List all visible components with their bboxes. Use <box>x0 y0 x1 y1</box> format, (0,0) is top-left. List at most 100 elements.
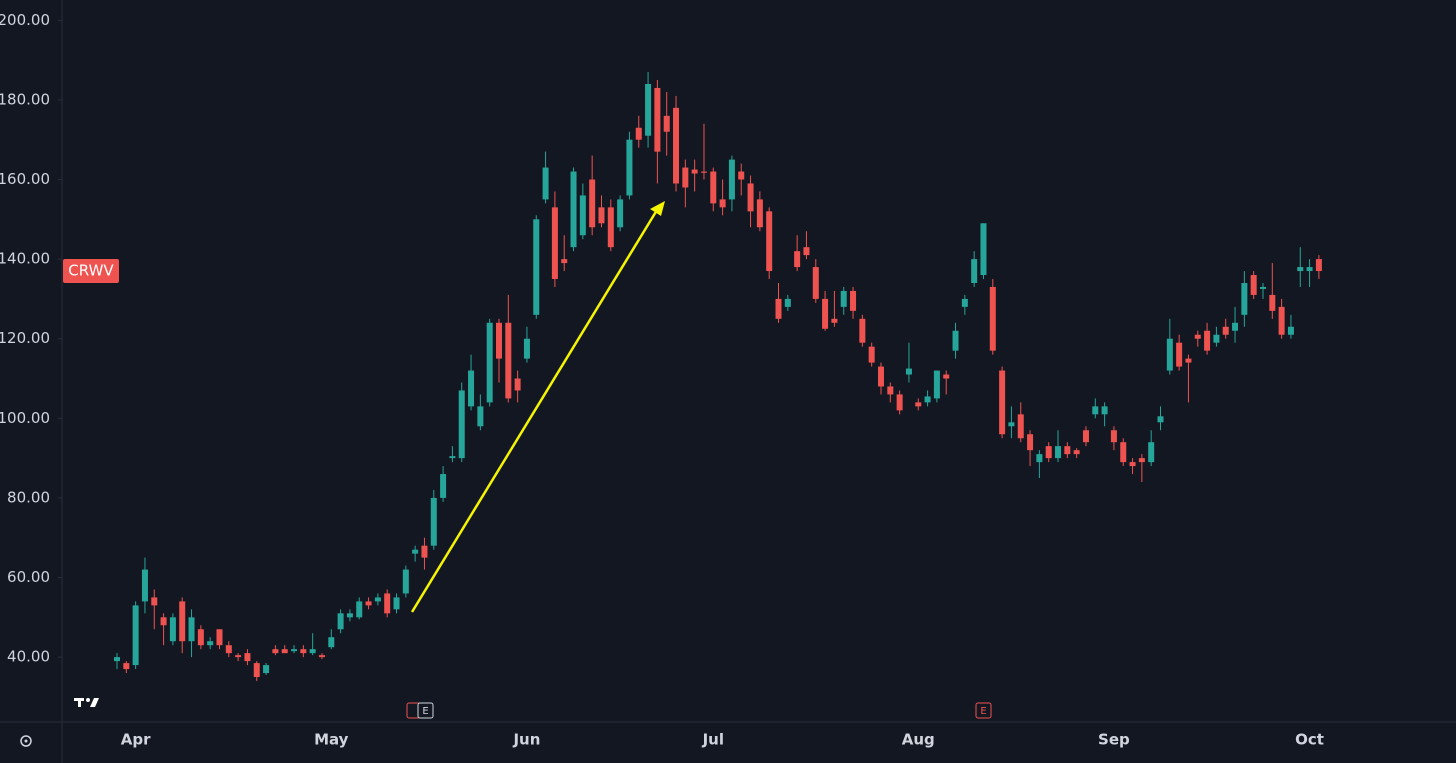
candle-body <box>896 394 903 411</box>
candle-body <box>924 396 931 403</box>
candle-body <box>1157 416 1164 423</box>
candle-body <box>626 139 633 196</box>
candle-body <box>412 549 419 554</box>
x-tick-label: Jul <box>702 731 724 749</box>
candle-body <box>1073 450 1080 455</box>
candle-body <box>1213 334 1220 343</box>
candle-body <box>859 318 866 343</box>
candle-body <box>1082 430 1089 443</box>
candle-body <box>1241 282 1248 315</box>
candle-body <box>784 298 791 307</box>
candle-body <box>225 645 232 654</box>
candle-body <box>542 167 549 200</box>
x-tick-label: Sep <box>1098 731 1130 749</box>
candle-body <box>402 569 409 594</box>
candle-body <box>971 259 978 283</box>
candle-body <box>1027 434 1034 451</box>
candle-body <box>291 649 298 652</box>
candle-body <box>989 286 996 351</box>
candle-body <box>1055 446 1062 459</box>
y-tick-label: 200.00 <box>0 11 50 29</box>
candle-body <box>281 649 288 654</box>
candle-body <box>253 663 260 678</box>
candle-body <box>393 597 400 610</box>
candle-body <box>1101 406 1108 415</box>
earnings-marker[interactable]: E <box>975 702 992 719</box>
candle-body <box>1194 334 1201 339</box>
candle-body <box>160 617 167 626</box>
candle-body <box>1008 422 1015 427</box>
candle-body <box>1315 259 1322 272</box>
candle-body <box>952 330 959 351</box>
candle-body <box>654 87 661 152</box>
candle-body <box>1120 442 1127 463</box>
y-tick-label: 100.00 <box>0 409 50 427</box>
candle-body <box>673 107 680 184</box>
candle-body <box>421 545 428 558</box>
settings-icon[interactable] <box>20 735 32 747</box>
candle-body <box>1222 326 1229 335</box>
candle-body <box>188 617 195 642</box>
candle-body <box>197 629 204 646</box>
candle-body <box>384 593 391 614</box>
candle-body <box>449 456 456 459</box>
candle-body <box>933 370 940 399</box>
candle-body <box>216 629 223 646</box>
candle-body <box>850 290 857 311</box>
y-tick-label: 40.00 <box>7 648 50 666</box>
candle-body <box>738 171 745 180</box>
candle-body <box>570 171 577 248</box>
y-tick-label: 60.00 <box>7 568 50 586</box>
candle-body <box>486 322 493 403</box>
candle-body <box>1204 330 1211 351</box>
candle-body <box>1148 442 1155 463</box>
y-tick-label: 160.00 <box>0 170 50 188</box>
candle-body <box>710 171 717 204</box>
candle-body <box>1306 267 1313 272</box>
x-tick-label: Aug <box>902 731 935 749</box>
candle-body <box>169 617 176 642</box>
candle-body <box>775 298 782 319</box>
candle-body <box>551 207 558 280</box>
candle-body <box>263 665 270 674</box>
candle-body <box>999 370 1006 435</box>
candle-body <box>337 613 344 630</box>
candle-body <box>1017 414 1024 439</box>
symbol-label: CRWV <box>68 262 114 280</box>
candle-body <box>589 179 596 228</box>
candle-body <box>1092 406 1099 415</box>
candle-body <box>905 368 912 375</box>
candle-body <box>533 219 540 315</box>
candle-body <box>1129 462 1136 467</box>
earnings-marker[interactable]: E <box>406 702 434 719</box>
candle-body <box>151 597 158 606</box>
candle-body <box>1297 267 1304 272</box>
candle-body <box>300 649 307 654</box>
candle-body <box>468 370 475 407</box>
candle-body <box>719 199 726 208</box>
candle-body <box>943 374 950 379</box>
y-tick-label: 140.00 <box>0 250 50 268</box>
candle-body <box>561 259 568 264</box>
candle-body <box>1045 446 1052 459</box>
candle-body <box>868 346 875 363</box>
candle-body <box>682 167 689 188</box>
candle-body <box>728 159 735 200</box>
candles <box>114 72 1322 682</box>
candle-body <box>328 637 335 648</box>
trend-arrow <box>410 201 665 613</box>
y-tick-label: 120.00 <box>0 329 50 347</box>
candle-body <box>635 127 642 140</box>
candle-body <box>365 601 372 606</box>
candle-body <box>1110 430 1117 443</box>
x-tick-label: May <box>314 731 349 749</box>
candle-body <box>1278 306 1285 335</box>
earnings-label: E <box>980 706 986 717</box>
symbol-badge <box>63 259 119 284</box>
candle-body <box>617 199 624 228</box>
candle-body <box>1036 454 1043 463</box>
candle-body <box>505 322 512 399</box>
candle-body <box>803 247 810 256</box>
tradingview-logo <box>74 698 99 707</box>
